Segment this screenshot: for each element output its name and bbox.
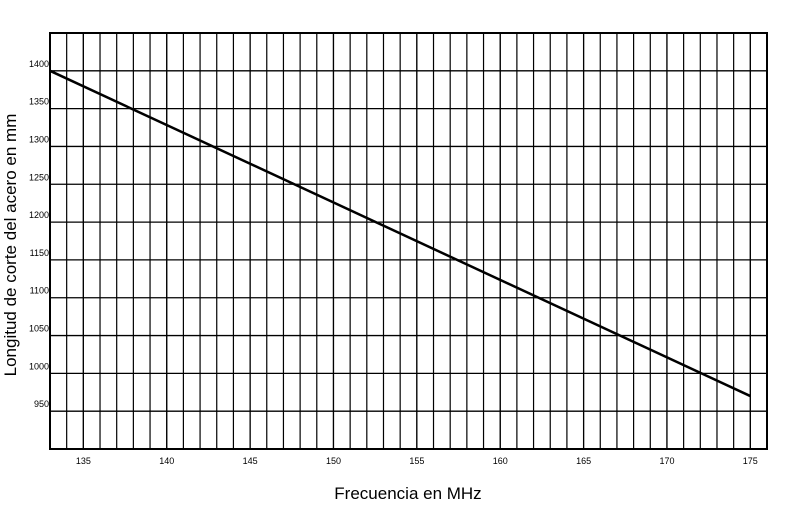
- y-tick-label: 1100: [30, 286, 49, 296]
- y-tick-label: 1150: [30, 248, 49, 258]
- y-tick-label: 1000: [29, 361, 49, 371]
- x-tick-label: 170: [659, 456, 674, 466]
- y-tick-label: 1200: [29, 210, 49, 220]
- x-axis-title: Frecuencia en MHz: [334, 484, 481, 503]
- x-tick-label: 160: [493, 456, 508, 466]
- x-tick-label: 140: [159, 456, 174, 466]
- x-tick-label: 175: [743, 456, 758, 466]
- y-tick-label: 950: [34, 399, 49, 409]
- y-tick-label: 1300: [29, 134, 49, 144]
- y-tick-label: 1050: [29, 324, 49, 334]
- x-tick-label: 135: [76, 456, 91, 466]
- y-axis-title: Longitud de corte del acero en mm: [1, 114, 20, 377]
- data-line: [49, 69, 751, 398]
- x-tick-label: 150: [326, 456, 341, 466]
- x-tick-label: 145: [243, 456, 258, 466]
- y-tick-label: 1250: [29, 172, 49, 182]
- y-tick-label: 1400: [29, 59, 49, 69]
- y-tick-label: 1350: [29, 97, 49, 107]
- x-tick-label: 155: [409, 456, 424, 466]
- plot-frame: [49, 32, 768, 450]
- x-tick-label: 165: [576, 456, 591, 466]
